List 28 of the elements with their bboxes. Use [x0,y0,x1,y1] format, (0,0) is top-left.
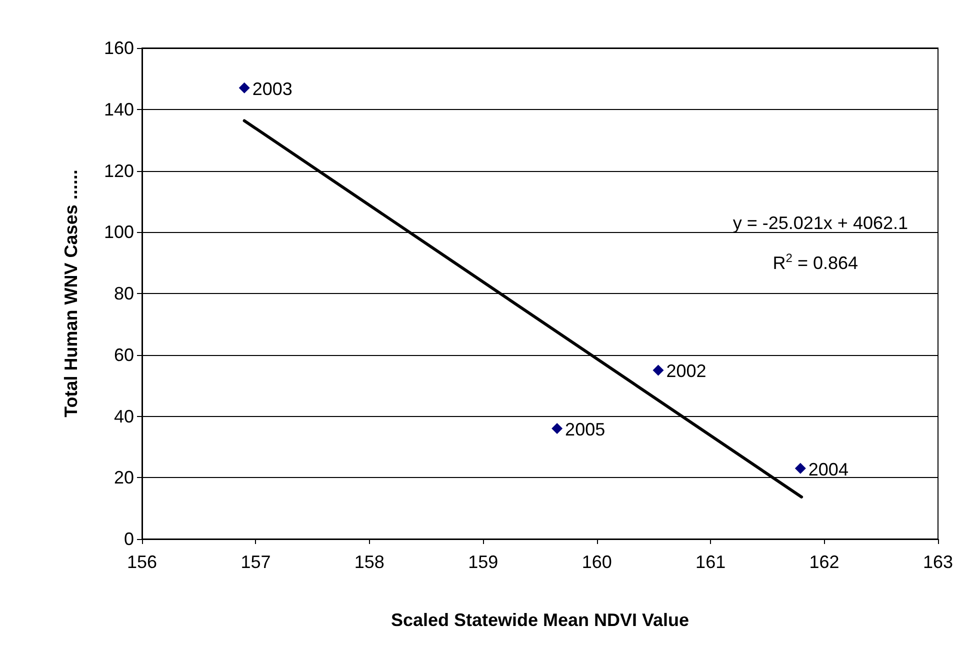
x-tick-label: 159 [468,552,498,572]
x-tick-label: 161 [696,552,726,572]
point [552,423,563,434]
x-tick-label: 156 [126,552,158,572]
annotation: 2002 [666,361,706,382]
annotation: y = -25.021x + 4062.1 [732,213,908,233]
point [652,364,664,376]
y-tick-label: 60 [114,344,134,365]
y-tick-label: 80 [114,284,134,304]
point [794,462,806,474]
annotation: 2004 [808,459,848,480]
annotation: 2003 [252,78,292,99]
y-tick-label: 20 [114,468,134,488]
y-axis-title: Total Human WNV Cases ...... [61,170,81,418]
x-axis-title: Scaled Statewide Mean NDVI Value [390,610,690,630]
y-tick-label: 160 [104,38,134,58]
x-tick-label: 160 [582,552,612,572]
point [238,82,250,94]
y-tick-label: 140 [104,99,134,120]
x-tick-label: 158 [354,552,384,572]
y-tick-label: 100 [104,222,134,242]
x-tick-label: 162 [809,552,840,572]
y-tick-label: 120 [104,160,134,181]
x-tick-label: 163 [922,552,954,572]
y-tick-label: 0 [124,529,134,549]
y-tick-label: 40 [114,406,134,426]
x-tick-label: 157 [240,552,271,572]
annotation: 2005 [565,420,606,440]
